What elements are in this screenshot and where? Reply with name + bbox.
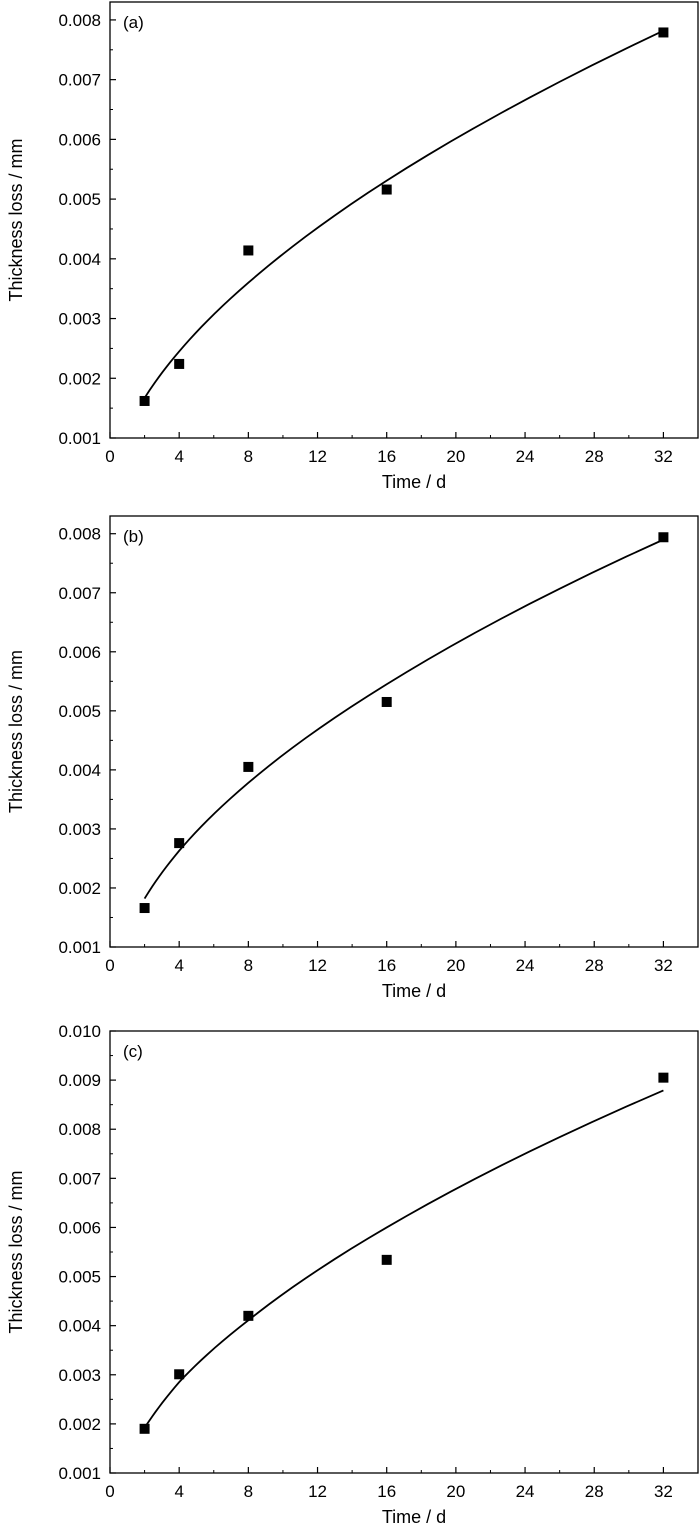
y-tick-label: 0.001 — [58, 1464, 101, 1483]
data-point — [174, 1369, 185, 1380]
x-tick-label: 16 — [377, 447, 396, 466]
x-tick-label: 12 — [308, 956, 327, 975]
data-point — [139, 903, 150, 914]
y-tick-label: 0.007 — [58, 584, 101, 603]
x-tick-label: 16 — [377, 1482, 396, 1501]
data-point — [658, 27, 669, 38]
data-point — [243, 1310, 254, 1321]
panel-label: (c) — [123, 1042, 143, 1061]
data-point — [174, 358, 185, 369]
x-tick-label: 28 — [585, 1482, 604, 1501]
x-tick-label: 8 — [244, 956, 253, 975]
x-tick-label: 8 — [244, 1482, 253, 1501]
data-point — [381, 696, 392, 707]
y-axis-title: Thickness loss / mm — [6, 1170, 26, 1333]
y-tick-label: 0.006 — [58, 1218, 101, 1237]
x-tick-label: 8 — [244, 447, 253, 466]
x-tick-label: 24 — [516, 956, 535, 975]
y-tick-label: 0.008 — [58, 525, 101, 544]
x-tick-label: 4 — [174, 1482, 183, 1501]
plot-frame — [109, 1030, 699, 1474]
plot-frame — [109, 1, 699, 439]
x-axis-title: Time / d — [382, 981, 446, 1001]
chart-panel-3: 0 4 8 12 16 20 24 28 32 0.001 0.002 0.003 0.004 0.005… — [6, 1022, 699, 1527]
data-point — [243, 245, 254, 256]
y-tick-label: 0.008 — [58, 11, 101, 30]
data-point — [139, 1423, 150, 1434]
y-tick-label: 0.004 — [58, 250, 101, 269]
data-point — [381, 184, 392, 195]
x-tick-label: 0 — [105, 956, 114, 975]
fit-curve — [143, 1089, 664, 1429]
x-tick-label: 20 — [446, 1482, 465, 1501]
x-tick-label: 32 — [654, 1482, 673, 1501]
x-tick-label: 28 — [585, 447, 604, 466]
x-tick-label: 20 — [446, 447, 465, 466]
y-tick-label: 0.007 — [58, 1169, 101, 1188]
y-tick-label: 0.002 — [58, 369, 101, 388]
data-point — [243, 761, 254, 772]
x-tick-label: 12 — [308, 447, 327, 466]
plot-frame — [109, 515, 699, 948]
fit-curve — [143, 29, 664, 399]
x-tick-label: 16 — [377, 956, 396, 975]
y-tick-label: 0.001 — [58, 429, 101, 448]
x-tick-label: 0 — [105, 447, 114, 466]
x-tick-label: 12 — [308, 1482, 327, 1501]
y-tick-label: 0.005 — [58, 702, 101, 721]
panel-label: (b) — [123, 527, 144, 546]
x-tick-label: 20 — [446, 956, 465, 975]
x-tick-label: 32 — [654, 447, 673, 466]
y-axis-title: Thickness loss / mm — [6, 138, 26, 301]
y-tick-label: 0.005 — [58, 1268, 101, 1287]
x-tick-label: 24 — [516, 447, 535, 466]
data-point — [174, 838, 185, 849]
x-axis-title: Time / d — [382, 1507, 446, 1527]
x-tick-label: 4 — [174, 956, 183, 975]
y-tick-label: 0.004 — [58, 1317, 101, 1336]
y-tick-label: 0.004 — [58, 761, 101, 780]
y-tick-label: 0.008 — [58, 1120, 101, 1139]
y-tick-label: 0.003 — [58, 820, 101, 839]
y-tick-label: 0.006 — [58, 130, 101, 149]
data-point — [139, 395, 150, 406]
x-tick-label: 0 — [105, 1482, 114, 1501]
y-tick-label: 0.001 — [58, 938, 101, 957]
data-point — [658, 1072, 669, 1083]
data-point — [381, 1254, 392, 1265]
fit-curve — [143, 538, 664, 900]
y-tick-label: 0.009 — [58, 1071, 101, 1090]
x-tick-label: 4 — [174, 447, 183, 466]
y-tick-label: 0.002 — [58, 1415, 101, 1434]
x-axis-title: Time / d — [382, 472, 446, 492]
panel-label: (a) — [123, 13, 144, 32]
chart-panel-1: 0 4 8 12 16 20 24 28 32 0.001 0.002 0.003 0.004 0.005… — [6, 1, 699, 492]
y-tick-label: 0.003 — [58, 310, 101, 329]
x-tick-label: 24 — [516, 1482, 535, 1501]
y-tick-label: 0.005 — [58, 190, 101, 209]
y-tick-label: 0.007 — [58, 71, 101, 90]
y-tick-label: 0.010 — [58, 1022, 101, 1041]
x-tick-label: 28 — [585, 956, 604, 975]
y-axis-title: Thickness loss / mm — [6, 650, 26, 813]
x-tick-label: 32 — [654, 956, 673, 975]
y-tick-label: 0.006 — [58, 643, 101, 662]
data-point — [658, 532, 669, 543]
y-tick-label: 0.003 — [58, 1366, 101, 1385]
y-tick-label: 0.002 — [58, 879, 101, 898]
chart-panel-2: 0 4 8 12 16 20 24 28 32 0.001 0.002 0.003 0.004 0.005… — [6, 515, 699, 1001]
